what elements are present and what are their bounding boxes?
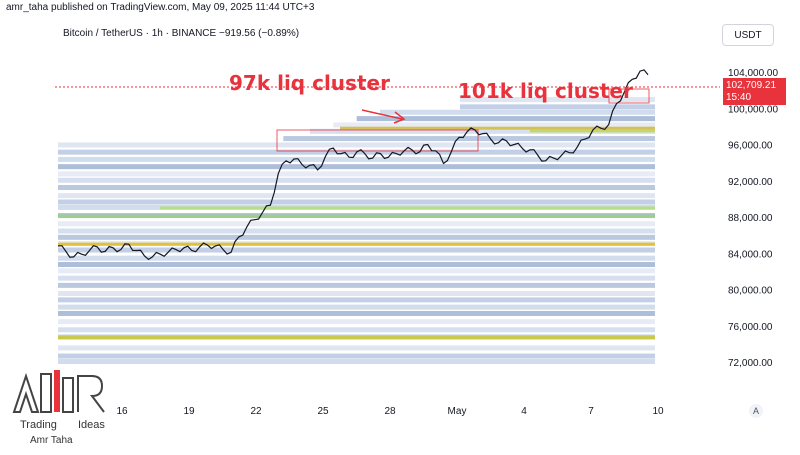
liquidity-band	[283, 136, 655, 142]
x-tick-label: 25	[317, 406, 329, 417]
liquidity-band	[58, 304, 655, 310]
liquidity-band	[460, 104, 655, 110]
liquidity-band	[58, 171, 655, 177]
liquidity-band	[58, 297, 655, 303]
liquidity-band	[58, 268, 655, 274]
y-axis: 72,000.00 76,000.00 80,000.00 84,000.00 88,0…	[728, 68, 778, 369]
liquidity-band	[58, 193, 655, 199]
x-tick-label: 16	[116, 406, 128, 417]
liquidity-band	[58, 353, 655, 359]
auto-scale-button[interactable]: A	[749, 404, 763, 418]
x-tick-label: 10	[652, 406, 664, 417]
symbol-title: Bitcoin / TetherUS · 1h · BINANCE −919.5…	[63, 28, 300, 39]
liquidity-band	[58, 359, 655, 364]
liquidity-band	[310, 128, 655, 134]
logo-word-ideas: Ideas	[78, 419, 105, 431]
annotation-arrow	[361, 109, 406, 124]
liquidity-band	[58, 177, 655, 183]
x-tick-label: 28	[384, 406, 396, 417]
last-price-time: 15:40	[726, 92, 752, 103]
last-price-tag: 102,709.21 15:40	[723, 78, 786, 105]
y-tick-label: 76,000.00	[728, 322, 773, 333]
liquidity-band	[58, 327, 655, 333]
liquidity-band	[58, 262, 655, 268]
x-axis: 16 19 22 25 28 May 4 7 10	[116, 406, 664, 417]
liquidity-band	[460, 97, 655, 103]
liquidity-band	[58, 142, 655, 148]
liquidity-band	[58, 199, 655, 205]
annotation-boxes	[276, 88, 650, 152]
liq-cluster-box-101k	[608, 88, 650, 104]
currency-button[interactable]: USDT	[722, 24, 774, 46]
liquidity-band	[58, 156, 655, 162]
x-tick-label: May	[448, 406, 467, 417]
y-tick-label: 100,000.00	[728, 104, 778, 115]
price-series-line	[57, 69, 649, 261]
x-tick-label: 4	[521, 406, 527, 417]
y-tick-label: 92,000.00	[728, 177, 773, 188]
liquidity-band	[58, 164, 655, 170]
liquidity-band	[58, 291, 655, 297]
liquidity-band	[380, 109, 655, 115]
liquidity-band	[58, 234, 655, 240]
logo-mark-icon	[12, 370, 105, 413]
y-tick-label: 84,000.00	[728, 249, 773, 260]
brand-logo: Trading Ideas Amr Taha	[8, 366, 126, 450]
annotation-97k: 97k liq cluster	[229, 71, 390, 95]
logo-word-trading: Trading	[20, 419, 57, 431]
liquidity-band-highlight	[340, 126, 655, 130]
y-tick-label: 72,000.00	[728, 358, 773, 369]
x-tick-label: 22	[250, 406, 262, 417]
liquidity-band	[333, 122, 655, 128]
y-tick-label: 80,000.00	[728, 286, 773, 297]
liquidity-band-highlight	[58, 336, 655, 340]
liquidity-band	[58, 345, 655, 351]
liquidity-band	[58, 185, 655, 190]
y-tick-label: 104,000.00	[728, 68, 778, 79]
publisher-caption: amr_taha published on TradingView.com, M…	[6, 2, 315, 13]
y-tick-label: 96,000.00	[728, 141, 773, 152]
liquidity-band	[58, 255, 655, 261]
logo-author: Amr Taha	[30, 435, 73, 446]
annotation-101k: 101k liq cluster	[458, 79, 633, 103]
liquidity-band	[58, 275, 655, 281]
liquidity-band-highlight	[160, 206, 655, 210]
liquidity-band-highlight	[58, 214, 655, 218]
liquidity-band	[58, 282, 655, 288]
liquidity-band	[58, 247, 655, 253]
y-tick-label: 88,000.00	[728, 213, 773, 224]
liquidity-band-highlight	[58, 242, 655, 246]
liquidity-band	[356, 116, 655, 122]
last-price-value: 102,709.21	[726, 80, 777, 91]
liquidity-band	[58, 310, 655, 316]
liq-cluster-box-97k	[276, 129, 479, 152]
liquidity-heatmap	[58, 97, 655, 364]
liquidity-band	[58, 221, 655, 227]
liquidity-band	[58, 319, 655, 325]
liquidity-band	[58, 228, 655, 234]
x-tick-label: 7	[588, 406, 594, 417]
x-tick-label: 19	[183, 406, 195, 417]
